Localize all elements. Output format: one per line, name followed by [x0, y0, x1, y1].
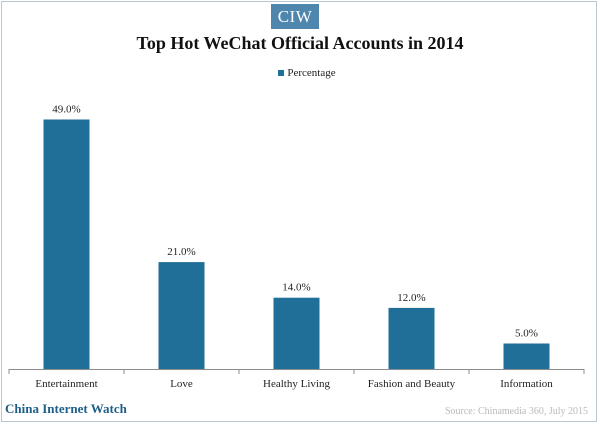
legend-label: Percentage [287, 67, 336, 79]
legend-swatch [278, 70, 285, 76]
x-tick-label: Information [500, 378, 553, 390]
x-tick-label: Entertainment [35, 378, 97, 390]
data-label: 49.0% [52, 104, 80, 116]
chart-legend: Percentage [0, 67, 600, 79]
data-label: 14.0% [282, 282, 310, 294]
x-tick-label: Fashion and Beauty [368, 378, 456, 390]
ciw-logo: CIW [271, 4, 319, 29]
bar-fashion-and-beauty [388, 307, 435, 369]
source-note: Source: Chinamedia 360, July 2015 [444, 406, 588, 417]
x-tick-label: Healthy Living [263, 378, 330, 390]
bar-entertainment [43, 119, 90, 369]
data-label: 21.0% [167, 246, 195, 258]
chart-title: Top Hot WeChat Official Accounts in 2014 [136, 33, 464, 53]
data-label: 12.0% [397, 292, 425, 304]
bar-healthy-living [273, 297, 320, 369]
data-label: 5.0% [515, 328, 538, 340]
bar-information [503, 343, 550, 369]
bar-love [158, 262, 205, 369]
brand-footer: China Internet Watch [5, 401, 127, 416]
x-tick-label: Love [170, 378, 193, 390]
